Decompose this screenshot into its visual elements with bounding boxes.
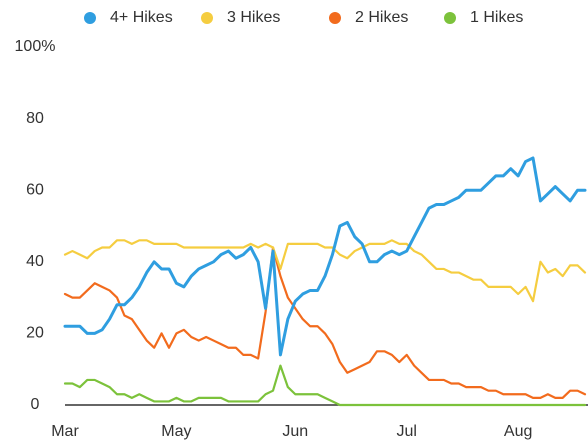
line-series: [63, 364, 587, 407]
y-tick-label: 0: [31, 396, 40, 413]
line-series: [63, 239, 587, 303]
y-tick-label: 80: [26, 110, 44, 127]
y-tick-label: 100%: [15, 38, 56, 55]
x-tick-label: May: [161, 423, 191, 440]
legend-swatch: [329, 12, 341, 24]
legend-swatch: [444, 12, 456, 24]
x-tick-label: Aug: [504, 423, 532, 440]
legend-label: 2 Hikes: [355, 9, 408, 26]
x-tick-label: Jun: [282, 423, 308, 440]
legend-label: 4+ Hikes: [110, 9, 173, 26]
y-tick-label: 20: [26, 325, 44, 342]
legend-label: 1 Hikes: [470, 9, 523, 26]
legend-label: 3 Hikes: [227, 9, 280, 26]
line-series: [63, 156, 587, 357]
legend-swatch: [201, 12, 213, 24]
legend-swatch: [84, 12, 96, 24]
y-tick-label: 40: [26, 253, 44, 270]
x-tick-label: Mar: [51, 423, 79, 440]
x-tick-label: Jul: [396, 423, 416, 440]
line-series: [63, 246, 587, 399]
y-tick-label: 60: [26, 181, 44, 198]
